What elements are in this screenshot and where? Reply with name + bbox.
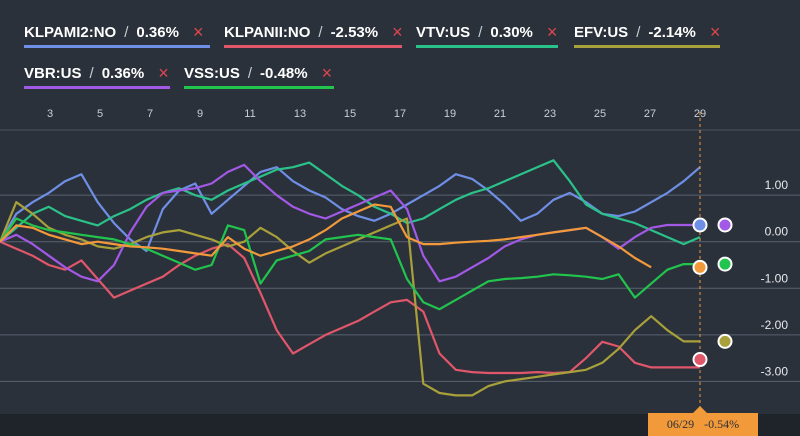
series-line [0, 163, 700, 283]
series-end-marker [717, 333, 733, 349]
legend-separator: / [478, 23, 483, 41]
legend-underline [184, 86, 334, 89]
remove-series-icon[interactable]: × [192, 21, 204, 42]
legend-underline [24, 86, 170, 89]
y-tick-label: -2.00 [761, 318, 789, 332]
series-line [0, 217, 700, 311]
remove-series-icon[interactable]: × [546, 21, 558, 42]
series-line [0, 201, 700, 397]
series-end-marker [692, 217, 708, 233]
legend-underline [416, 45, 558, 48]
tooltip-date: 06/29 [666, 417, 695, 431]
series-line [0, 203, 652, 269]
legend-ticker: VTV:US [416, 23, 471, 41]
x-tick-label: 11 [244, 108, 255, 120]
legend-ticker: KLPANII:NO [224, 23, 311, 41]
x-tick-label: 7 [147, 108, 153, 120]
y-tick-label: -1.00 [761, 271, 789, 285]
remove-series-icon[interactable]: × [321, 62, 333, 83]
x-tick-label: 17 [394, 108, 406, 120]
x-tick-label: 15 [344, 108, 356, 120]
legend-ticker: VBR:US [24, 64, 82, 82]
series-line [0, 240, 700, 375]
tooltip-value: -0.54% [704, 417, 740, 431]
legend-underline [224, 45, 402, 48]
x-tick-label: 3 [47, 108, 53, 120]
legend-change: -0.48% [260, 64, 308, 82]
legend-separator: / [636, 23, 641, 41]
legend-change: -2.53% [330, 23, 379, 41]
x-tick-label: 13 [294, 108, 306, 120]
legend-separator: / [247, 64, 253, 82]
legend-change: 0.30% [490, 23, 533, 41]
series-end-marker [717, 256, 733, 272]
x-tick-label: 19 [444, 108, 456, 120]
legend-underline [24, 45, 210, 48]
series-end-marker [717, 217, 733, 233]
crosshair-tooltip: 06/29 -0.54% [648, 413, 758, 436]
remove-series-icon[interactable]: × [392, 21, 403, 42]
y-tick-label: 1.00 [765, 178, 789, 192]
legend-ticker: EFV:US [574, 23, 629, 41]
legend-item[interactable]: EFV:US / -2.14% × [574, 16, 720, 48]
legend-separator: / [124, 23, 129, 41]
series-line [0, 159, 701, 246]
chart-bottom-band [0, 414, 800, 436]
legend-underline [574, 45, 720, 48]
remove-series-icon[interactable]: × [709, 21, 721, 42]
legend-change: 0.36% [101, 64, 145, 82]
legend-item[interactable]: KLPAMI2:NO / 0.36% × [24, 16, 210, 48]
x-tick-label: 25 [594, 108, 606, 120]
legend-item[interactable]: VBR:US / 0.36% × [24, 57, 170, 89]
x-tick-label: 27 [644, 108, 656, 120]
legend-ticker: KLPAMI2:NO [24, 23, 117, 41]
x-tick-label: 21 [494, 108, 506, 120]
legend-item[interactable]: KLPANII:NO / -2.53% × [224, 16, 403, 48]
series-end-marker [692, 259, 708, 275]
legend-item[interactable]: VTV:US / 0.30% × [416, 16, 558, 48]
tooltip-arrow [693, 406, 707, 413]
remove-series-icon[interactable]: × [158, 62, 169, 83]
legend: KLPAMI2:NO/0.36% × KLPANII:NO / -2.53% × VTV:U… [0, 0, 800, 120]
series-end-marker [692, 352, 708, 368]
legend-separator: / [318, 23, 323, 41]
x-tick-label: 9 [197, 108, 203, 120]
legend-item[interactable]: VSS:US / -0.48% × [184, 57, 334, 89]
legend-change: -2.14% [648, 23, 696, 41]
y-tick-label: 0.00 [765, 225, 789, 239]
legend-ticker: VSS:US [184, 64, 240, 82]
legend-change: 0.36% [136, 23, 179, 41]
x-tick-label: 23 [544, 108, 556, 120]
y-tick-label: -3.00 [761, 364, 789, 378]
legend-separator: / [89, 64, 94, 82]
x-tick-label: 5 [97, 108, 103, 120]
